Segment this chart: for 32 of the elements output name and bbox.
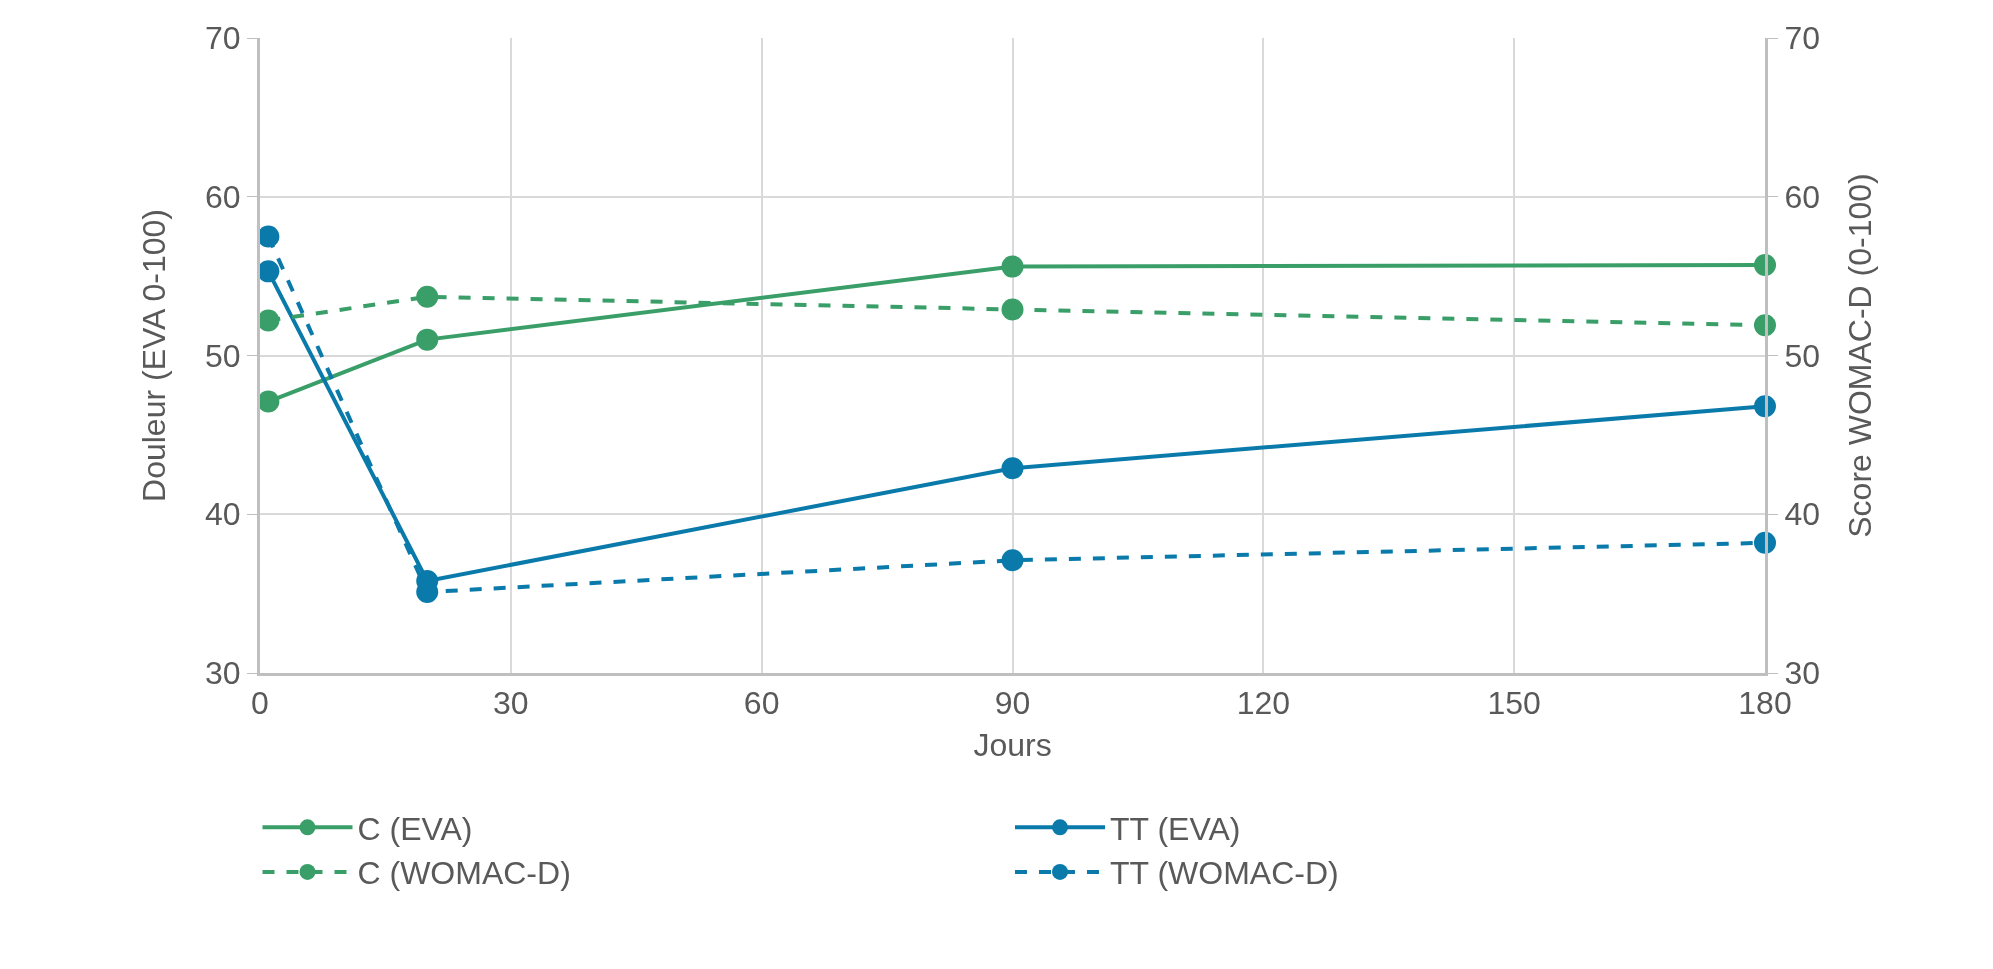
point [1001,457,1024,480]
legend-label: C (EVA) [357,810,473,847]
y-tick-label: 50 [205,337,241,374]
x-tick-label: 150 [1487,685,1541,722]
x-tick-label: 90 [994,685,1031,722]
point [1001,298,1024,321]
x-axis-title: Jours [973,727,1052,764]
point [257,309,280,332]
y-tick-label: 60 [205,178,241,215]
y2-tick-label: 70 [1784,20,1820,57]
y2-tick-label: 60 [1784,178,1820,215]
legend-label: C (WOMAC-D) [357,855,571,892]
x-tick-label: 60 [743,685,780,722]
legend-label: TT (EVA) [1110,810,1241,847]
y-tick-label: 30 [205,655,241,692]
y-axis-title: Douleur (EVA 0-100) [136,209,173,502]
x-tick-label: 30 [493,685,529,722]
point [257,390,280,413]
y2-tick-label: 40 [1784,496,1820,533]
legend-label: TT (WOMAC-D) [1110,855,1339,892]
y-tick-label: 70 [205,20,241,57]
y-tick-label: 40 [205,496,241,533]
point [416,328,439,351]
y2-axis-title: Score WOMAC-D (0-100) [1841,173,1878,538]
point [1001,255,1024,278]
x-tick-label: 120 [1236,685,1291,722]
point [257,260,280,283]
point [1001,549,1024,572]
y2-tick-label: 50 [1784,337,1820,374]
point [257,225,280,248]
point [416,285,439,308]
x-tick-label: 0 [251,685,269,722]
